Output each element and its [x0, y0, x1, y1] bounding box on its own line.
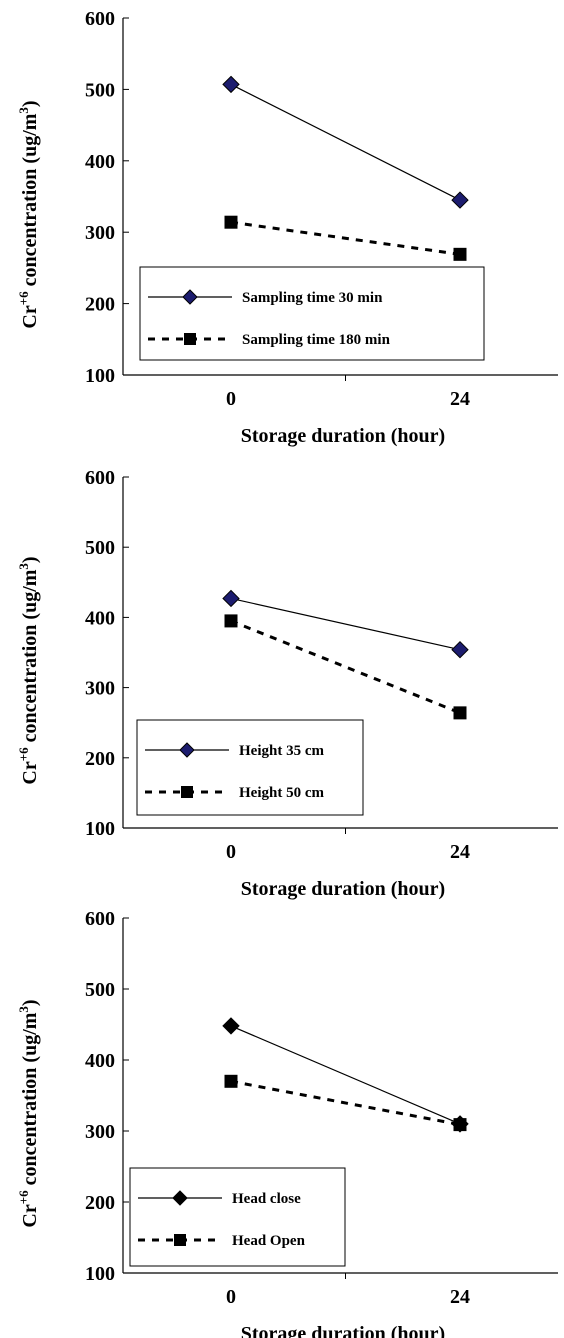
y-tick-label: 600 [85, 8, 115, 30]
x-axis-title: Storage duration (hour) [241, 1323, 445, 1338]
legend-label-1: Head close [232, 1191, 301, 1207]
y-tick-label: 300 [85, 222, 115, 244]
y-tick-label: 600 [85, 467, 115, 489]
x-tick-label: 24 [450, 388, 470, 410]
y-axis-title-superscript: 3 [16, 1006, 31, 1013]
y-axis-title-part: ) [19, 999, 41, 1006]
y-axis-title-superscript: 3 [16, 107, 31, 114]
y-axis-title-part: Cr [19, 305, 41, 328]
series-1-line [230, 597, 461, 651]
y-tick-label: 100 [85, 818, 115, 840]
series-1-point-1 [222, 1017, 240, 1035]
y-axis-title-part: concentration (ug/m [19, 113, 41, 291]
legend-marker-1 [182, 289, 198, 305]
y-tick-label: 400 [85, 607, 115, 629]
series-2-line [230, 619, 461, 715]
series-1-point-1 [222, 75, 240, 94]
legend: Head close Head Open [129, 1167, 346, 1267]
legend-box [129, 1167, 346, 1267]
chart-3: 100 200 300 400 500 600 0 24 Storage duration (h… [16, 908, 558, 1338]
legend-marker-2 [174, 1234, 186, 1246]
x-tick-label: 0 [226, 1286, 236, 1308]
y-tick-label: 200 [85, 1192, 115, 1214]
y-tick-label: 100 [85, 1263, 115, 1285]
y-tick-label: 400 [85, 1050, 115, 1072]
legend-box [139, 266, 485, 361]
y-tick-label: 600 [85, 908, 115, 930]
legend: Sampling time 30 min Sampling time 180 mi… [139, 266, 485, 361]
series-2-point-2 [453, 1118, 467, 1132]
series-2-point-2 [453, 247, 467, 261]
legend-marker-1 [172, 1190, 188, 1206]
series-1-point-2 [451, 191, 469, 209]
x-axis-title: Storage duration (hour) [241, 878, 445, 900]
x-tick-label: 24 [450, 1286, 470, 1308]
series-2-point-1 [224, 1074, 238, 1088]
y-tick-label: 200 [85, 748, 115, 770]
y-axis-title: Cr+6 concentration (ug/m3) [16, 100, 41, 328]
x-axis-title: Storage duration (hour) [241, 425, 445, 447]
y-axis-title: Cr+6 concentration (ug/m3) [16, 556, 41, 784]
legend-box [136, 719, 364, 816]
series-1-point-2 [451, 640, 469, 659]
y-tick-label: 200 [85, 294, 115, 316]
y-tick-label: 100 [85, 365, 115, 387]
series-1-line [230, 83, 461, 201]
y-tick-label: 300 [85, 678, 115, 700]
legend-label-2: Head Open [232, 1233, 306, 1249]
series-2-point-1 [224, 215, 238, 229]
y-axis-title-part: ) [19, 100, 41, 107]
y-tick-label: 500 [85, 979, 115, 1001]
y-tick-label: 400 [85, 151, 115, 173]
x-tick-label: 0 [226, 388, 236, 410]
series-2-line [230, 1079, 461, 1127]
y-tick-label: 300 [85, 1121, 115, 1143]
y-axis-title-part: Cr [19, 1204, 41, 1227]
y-tick-label: 500 [85, 79, 115, 101]
legend-marker-2 [184, 333, 196, 345]
series-2-point-2 [453, 706, 467, 720]
legend-label-2: Height 50 cm [239, 785, 324, 801]
legend-label-1: Sampling time 30 min [242, 290, 383, 306]
y-axis-title-part: concentration (ug/m [19, 569, 41, 747]
y-axis-title-part: Cr [19, 761, 41, 784]
y-tick-label: 500 [85, 537, 115, 559]
y-axis-title-superscript: 3 [16, 563, 31, 570]
y-axis-title-superscript: +6 [16, 291, 31, 305]
y-axis-title-part: ) [19, 556, 41, 563]
y-axis-title-part: concentration (ug/m [19, 1012, 41, 1190]
series-2-line [230, 220, 461, 256]
y-axis-title: Cr+6 concentration (ug/m3) [16, 999, 41, 1227]
series-1-point-1 [222, 589, 240, 608]
legend: Height 35 cm Height 50 cm [136, 719, 364, 816]
y-axis-title-superscript: +6 [16, 1190, 31, 1204]
legend-label-2: Sampling time 180 min [242, 332, 391, 348]
legend-marker-2 [181, 786, 193, 798]
y-axis-title-superscript: +6 [16, 747, 31, 761]
series-1-line [230, 1025, 461, 1125]
legend-label-1: Height 35 cm [239, 743, 324, 759]
series-2-point-1 [224, 614, 238, 628]
x-tick-label: 24 [450, 841, 470, 863]
legend-marker-1 [179, 742, 195, 758]
x-tick-label: 0 [226, 841, 236, 863]
